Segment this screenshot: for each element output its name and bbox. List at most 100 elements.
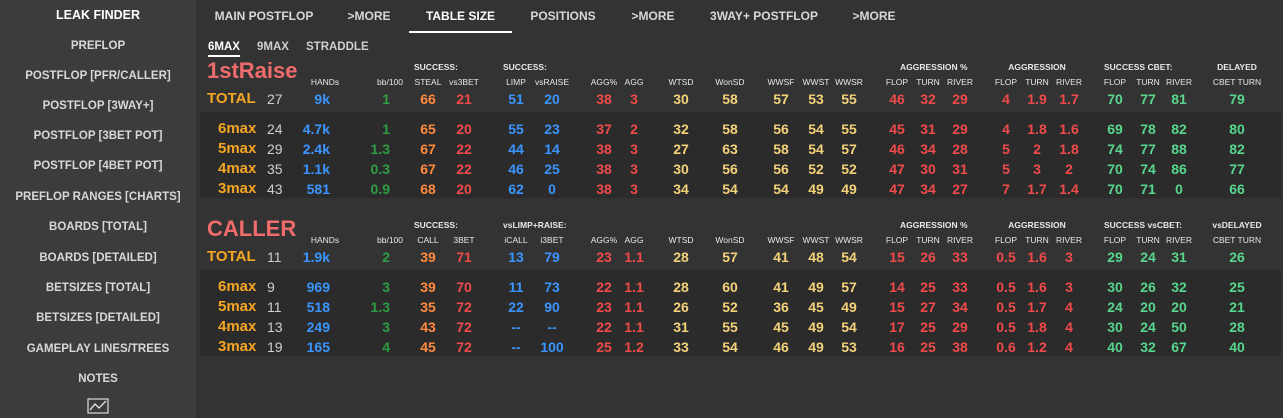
subtab-9max[interactable]: 9MAX xyxy=(257,41,289,53)
sidebar-item-preflop-ranges[interactable]: PREFLOP RANGES [CHARTS] xyxy=(15,191,181,203)
total-cell-s1: 29 xyxy=(1107,249,1123,265)
column-header-wtsd: WTSD xyxy=(668,77,694,87)
table-cell-c3: 62 xyxy=(508,181,524,197)
subtab-straddle[interactable]: STRADDLE xyxy=(306,41,369,53)
table-cell-bb: 1.3 xyxy=(370,141,390,157)
sidebar-item-notes[interactable]: NOTES xyxy=(78,373,118,385)
sidebar-item-boards-detailed[interactable]: BOARDS [DETAILED] xyxy=(39,252,157,264)
sidebar-item-betsizes-detailed[interactable]: BETSIZES [DETAILED] xyxy=(36,312,160,324)
table-cell-aggp: 25 xyxy=(596,339,612,355)
table-cell-c3: -- xyxy=(511,319,521,335)
table-cell-c2: 20 xyxy=(456,121,472,137)
total-cell-dct: 79 xyxy=(1229,91,1245,107)
table-cell-c3: 55 xyxy=(508,121,524,137)
tab-positions[interactable]: POSITIONS xyxy=(530,9,596,23)
row-label: 5max xyxy=(218,298,257,315)
table-cell-ap2: 34 xyxy=(920,181,936,197)
table-cell-ap2: 27 xyxy=(920,299,936,315)
table-cell-a3: 1.8 xyxy=(1059,141,1079,157)
group-header-success-2: SUCCESS: xyxy=(503,62,547,72)
sidebar-item-gameplay-lines[interactable]: GAMEPLAY LINES/TREES xyxy=(26,343,170,355)
tab-more-1[interactable]: >MORE xyxy=(347,9,391,23)
table-cell-hands: 165 xyxy=(306,339,330,355)
sidebar-item-preflop[interactable]: PREFLOP xyxy=(70,40,126,52)
sidebar-item-postflop-4bet-pot[interactable]: POSTFLOP [4BET POT] xyxy=(33,160,163,172)
table-cell-c4: 73 xyxy=(544,279,560,295)
table-cell-aggp: 23 xyxy=(596,299,612,315)
table-cell-wwsr: 57 xyxy=(841,141,857,157)
table-cell-a1: 0.5 xyxy=(996,299,1016,315)
tab-main-postflop[interactable]: MAIN POSTFLOP xyxy=(214,9,314,23)
tab-table-size[interactable]: TABLE SIZE xyxy=(409,0,512,33)
column-header-wonsd: WonSD xyxy=(715,235,745,245)
tab-3way-postflop[interactable]: 3WAY+ POSTFLOP xyxy=(710,9,818,23)
table-cell-wtsd: 31 xyxy=(673,319,689,335)
table-cell-wwst: 45 xyxy=(808,299,824,315)
row-label: 3max xyxy=(218,180,257,197)
subtab-6max[interactable]: 6MAX xyxy=(208,39,240,57)
column-header-wwsr: WWSR xyxy=(835,235,863,245)
table-cell-c2: 22 xyxy=(456,161,472,177)
total-cell-ap3: 33 xyxy=(952,249,968,265)
table-cell-c3: -- xyxy=(511,339,521,355)
sidebar-item-postflop-pfr-caller[interactable]: POSTFLOP [PFR/CALLER] xyxy=(25,70,171,82)
total-cell-wtsd: 30 xyxy=(673,91,689,107)
row-label: 4max xyxy=(218,318,257,335)
sidebar-item-leak-finder[interactable]: LEAK FINDER xyxy=(55,8,141,22)
table-cell-c1: 43 xyxy=(420,319,436,335)
total-cell-a2: 1.9 xyxy=(1027,91,1047,107)
total-cell-c3: 13 xyxy=(508,249,524,265)
total-cell-a2: 1.6 xyxy=(1027,249,1047,265)
column-header-ap3: RIVER xyxy=(947,235,973,245)
table-cell-s1: 24 xyxy=(1107,299,1123,315)
table-cell-bb: 3 xyxy=(382,319,390,335)
table-cell-s3: 50 xyxy=(1171,319,1187,335)
total-cell-ap2: 26 xyxy=(920,249,936,265)
table-cell-hands: 581 xyxy=(306,181,330,197)
tab-more-2[interactable]: >MORE xyxy=(631,9,675,23)
table-cell-s1: 70 xyxy=(1107,181,1123,197)
table-cell-c2: 20 xyxy=(456,181,472,197)
column-header-s3: RIVER xyxy=(1166,235,1192,245)
table-cell-hands: 249 xyxy=(306,319,330,335)
group-header-aggression: AGGRESSION xyxy=(1008,220,1066,230)
sidebar-item-postflop-3bet-pot[interactable]: POSTFLOP [3BET POT] xyxy=(33,130,163,142)
total-cell-s3: 31 xyxy=(1171,249,1187,265)
column-header-c2: vs3BET xyxy=(449,77,479,87)
table-cell-aggp: 22 xyxy=(596,319,612,335)
chart-line-icon[interactable] xyxy=(86,398,110,414)
column-header-agg: AGG xyxy=(624,235,644,245)
total-cell-wtsd: 28 xyxy=(673,249,689,265)
table-cell-s2: 77 xyxy=(1140,141,1156,157)
column-header-aggp: AGG% xyxy=(590,77,618,87)
table-cell-agg: 3 xyxy=(630,161,638,177)
column-header-c1: CALL xyxy=(417,235,439,245)
table-cell-ap2: 31 xyxy=(920,121,936,137)
row-count: 35 xyxy=(267,161,283,177)
sidebar-item-betsizes-total[interactable]: BETSIZES [TOTAL] xyxy=(45,282,151,294)
table-cell-s1: 40 xyxy=(1107,339,1123,355)
table-cell-wwsf: 36 xyxy=(773,299,789,315)
column-header-wwst: WWST xyxy=(802,235,830,245)
column-header-a2: TURN xyxy=(1025,235,1049,245)
table-cell-c1: 39 xyxy=(420,279,436,295)
tab-more-3[interactable]: >MORE xyxy=(852,9,896,23)
table-cell-wtsd: 27 xyxy=(673,141,689,157)
sidebar: LEAK FINDER PREFLOP POSTFLOP [PFR/CALLER… xyxy=(0,0,196,418)
table-cell-wonsd: 63 xyxy=(722,141,738,157)
total-cell-c4: 79 xyxy=(544,249,560,265)
sidebar-item-postflop-3way[interactable]: POSTFLOP [3WAY+] xyxy=(42,100,154,112)
total-cell-ap1: 46 xyxy=(889,91,905,107)
table-cell-c4: 90 xyxy=(544,299,560,315)
sidebar-item-boards-total[interactable]: BOARDS [TOTAL] xyxy=(49,221,147,233)
table-cell-bb: 0.3 xyxy=(370,161,390,177)
column-header-ap2: TURN xyxy=(916,77,940,87)
table-cell-wwsr: 54 xyxy=(841,319,857,335)
column-header-a2: TURN xyxy=(1025,77,1049,87)
table-cell-agg: 2 xyxy=(630,121,638,137)
table-cell-wwst: 54 xyxy=(808,141,824,157)
table-cell-a1: 5 xyxy=(1002,161,1010,177)
column-header-bb: bb/100 xyxy=(377,77,403,87)
table-cell-c1: 67 xyxy=(420,161,436,177)
table-cell-a2: 2 xyxy=(1033,141,1041,157)
